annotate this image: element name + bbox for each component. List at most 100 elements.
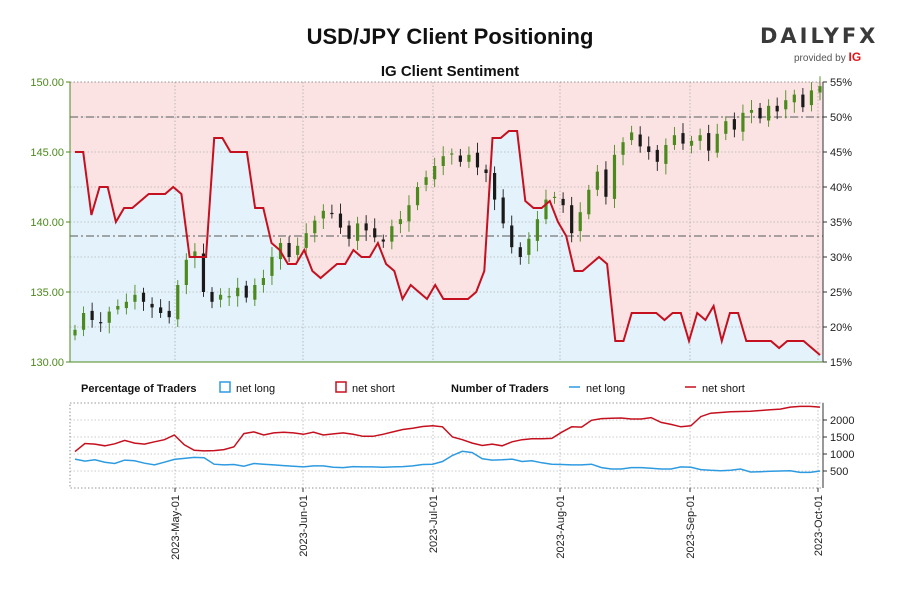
pct-tick-label: 55% <box>830 77 852 89</box>
candle-body <box>741 112 745 132</box>
candle-body <box>90 310 94 320</box>
candle-body <box>313 220 317 234</box>
candle-body <box>527 238 531 255</box>
candle-body <box>150 303 154 308</box>
price-tick-label: 140.00 <box>30 217 64 229</box>
candle-body <box>441 156 445 166</box>
date-tick-label: 2023-Aug-01 <box>555 495 567 559</box>
candle-body <box>253 285 257 300</box>
candle-body <box>732 119 736 130</box>
candle-body <box>570 205 574 234</box>
candle-body <box>655 149 659 162</box>
legend-pct-short-swatch <box>335 381 347 393</box>
candle-body <box>424 177 428 185</box>
candle-body <box>535 219 540 241</box>
candle-body <box>595 171 599 190</box>
candle-body <box>587 189 591 215</box>
candle-body <box>612 154 617 199</box>
candle-body <box>364 223 368 231</box>
legend-pct-long-swatch <box>219 381 231 393</box>
candle-body <box>664 145 668 164</box>
count-tick-label: 1500 <box>830 432 854 444</box>
legend-percentage-title: Percentage of Traders <box>81 383 197 395</box>
legend-count-long-label: net long <box>586 383 625 395</box>
candle-body <box>518 247 522 257</box>
legend-count-short-label: net short <box>702 383 745 395</box>
candle-body <box>450 153 454 155</box>
candle-body <box>270 257 274 276</box>
candle-body <box>758 107 762 119</box>
pct-tick-label: 25% <box>830 287 852 299</box>
candle-body <box>689 140 694 146</box>
date-tick-label: 2023-May-01 <box>170 495 182 560</box>
pct-tick-label: 40% <box>830 182 852 194</box>
candle-body <box>561 198 565 206</box>
candle-body <box>552 196 557 198</box>
legend-pct-short-label: net short <box>352 383 395 395</box>
candle-body <box>792 94 796 103</box>
candle-body <box>167 310 171 318</box>
legend-number-title: Number of Traders <box>451 383 549 395</box>
net-long-count-line <box>74 450 821 474</box>
candle-body <box>809 90 814 106</box>
candle-body <box>672 135 677 145</box>
candle-body <box>775 105 779 112</box>
candle-body <box>467 154 471 162</box>
candle-body <box>321 210 325 219</box>
candle-body <box>681 133 685 144</box>
candle-body <box>141 292 146 302</box>
brand-logo: DAILYFX provided by IG <box>760 24 879 64</box>
legend-pct-long-label: net long <box>236 383 275 395</box>
brand-provided-by: provided by <box>794 53 846 64</box>
candle-body <box>604 169 608 197</box>
candle-body <box>630 132 634 141</box>
candle-body <box>501 197 505 224</box>
net-long-area <box>70 131 823 362</box>
candle-body <box>818 86 822 93</box>
candle-body <box>715 133 719 153</box>
candle-body <box>330 212 334 215</box>
date-tick-label: 2023-Jun-01 <box>298 495 310 557</box>
candle-body <box>390 226 394 242</box>
candle-body <box>304 233 308 248</box>
candle-body <box>749 110 754 113</box>
pct-tick-label: 45% <box>830 147 852 159</box>
candle-body <box>638 134 642 147</box>
candle-body <box>201 253 206 292</box>
candle-body <box>159 307 163 313</box>
candle-body <box>81 313 86 330</box>
candle-body <box>475 152 480 168</box>
brand-partner: IG <box>848 50 862 64</box>
pct-tick-label: 30% <box>830 252 852 264</box>
count-tick-label: 500 <box>830 466 848 478</box>
price-tick-label: 150.00 <box>30 77 64 89</box>
price-tick-label: 145.00 <box>30 147 64 159</box>
candle-body <box>707 133 711 151</box>
candle-body <box>261 278 265 285</box>
candle-body <box>227 296 231 298</box>
candle-body <box>381 239 385 242</box>
candle-body <box>578 212 582 232</box>
candle-body <box>398 219 403 225</box>
candle-body <box>338 213 343 228</box>
brand-name: DAILYFX <box>760 24 879 48</box>
candle-body <box>784 100 788 110</box>
net-short-count-line <box>74 405 821 453</box>
candle-body <box>415 187 420 206</box>
price-tick-label: 130.00 <box>30 357 64 369</box>
candle-body <box>724 121 728 134</box>
candle-body <box>124 301 128 309</box>
candle-body <box>621 142 625 155</box>
date-tick-label: 2023-Oct-01 <box>813 495 825 556</box>
candle-body <box>244 285 248 298</box>
chart-title: USD/JPY Client Positioning <box>306 24 594 49</box>
net-short-sentiment-line <box>75 130 821 356</box>
count-tick-label: 2000 <box>830 415 854 427</box>
candle-body <box>767 105 771 121</box>
candle-body <box>193 251 197 258</box>
candle-body <box>698 135 702 141</box>
candle-body <box>801 94 805 108</box>
candle-body <box>236 287 240 297</box>
